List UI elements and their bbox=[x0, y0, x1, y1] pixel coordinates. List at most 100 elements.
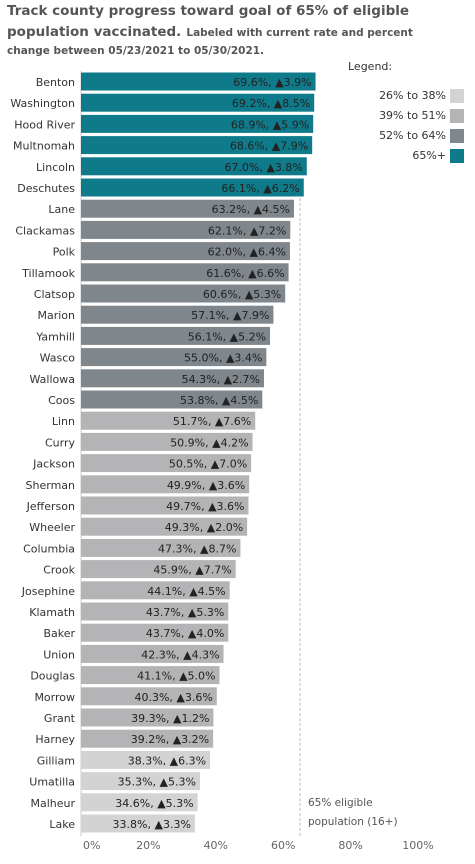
legend-item: 26% to 38% bbox=[340, 88, 468, 104]
category-label: Benton bbox=[36, 76, 75, 89]
data-label: 57.1%, ▲7.9% bbox=[191, 309, 269, 322]
category-label: Clackamas bbox=[15, 224, 75, 237]
category-label: Hood River bbox=[14, 118, 75, 131]
goal-label-line-1: 65% eligible bbox=[308, 797, 373, 809]
data-label: 67.0%, ▲3.8% bbox=[224, 161, 302, 174]
category-label: Jefferson bbox=[26, 500, 75, 513]
data-label: 35.3%, ▲5.3% bbox=[118, 776, 196, 789]
category-label: Coos bbox=[48, 394, 75, 407]
category-label: Morrow bbox=[34, 691, 75, 704]
category-label: Malheur bbox=[30, 797, 75, 810]
bar bbox=[81, 814, 195, 833]
data-label: 44.1%, ▲4.5% bbox=[147, 585, 225, 598]
bar bbox=[81, 750, 211, 769]
legend-item-label: 26% to 38% bbox=[379, 89, 446, 102]
title-line-2: population vaccinated. Labeled with curr… bbox=[7, 21, 467, 43]
bar bbox=[81, 305, 274, 324]
bar bbox=[81, 708, 214, 727]
bar bbox=[81, 348, 267, 367]
legend-item-label: 39% to 51% bbox=[379, 109, 446, 122]
bar bbox=[81, 263, 289, 282]
data-label: 53.8%, ▲4.5% bbox=[180, 394, 258, 407]
category-label: Umatilla bbox=[29, 776, 75, 789]
data-label: 33.8%, ▲3.3% bbox=[113, 818, 191, 831]
category-label: Jackson bbox=[32, 458, 75, 471]
legend-swatch bbox=[450, 109, 464, 123]
data-label: 51.7%, ▲7.6% bbox=[173, 415, 251, 428]
category-label: Wasco bbox=[40, 352, 76, 365]
category-label: Columbia bbox=[23, 542, 75, 555]
category-label: Lake bbox=[49, 818, 75, 831]
category-label: Tillamook bbox=[21, 267, 75, 280]
data-label: 39.3%, ▲1.2% bbox=[131, 712, 209, 725]
bar bbox=[81, 411, 256, 430]
bar bbox=[81, 772, 200, 791]
bar bbox=[81, 538, 241, 557]
data-label: 45.9%, ▲7.7% bbox=[153, 564, 231, 577]
legend-item: 39% to 51% bbox=[340, 108, 468, 124]
bar bbox=[81, 114, 314, 133]
bar bbox=[81, 644, 224, 663]
goal-label-line-2: population (16+) bbox=[308, 816, 398, 828]
data-label: 49.9%, ▲3.6% bbox=[167, 479, 245, 492]
data-label: 68.9%, ▲5.9% bbox=[231, 118, 309, 131]
bar bbox=[81, 369, 264, 388]
data-label: 56.1%, ▲5.2% bbox=[188, 330, 266, 343]
bar bbox=[81, 136, 313, 155]
bar bbox=[81, 581, 230, 600]
category-label: Lane bbox=[48, 203, 75, 216]
data-label: 43.7%, ▲5.3% bbox=[146, 606, 224, 619]
category-label: Clatsop bbox=[34, 288, 75, 301]
chart-title: Track county progress toward goal of 65%… bbox=[7, 2, 467, 59]
data-label: 62.0%, ▲6.4% bbox=[208, 246, 286, 259]
category-label: Yamhill bbox=[35, 330, 75, 343]
category-label: Polk bbox=[53, 246, 76, 259]
legend-item: 52% to 64% bbox=[340, 128, 468, 144]
x-tick-label: 0% bbox=[83, 839, 100, 852]
data-label: 38.3%, ▲6.3% bbox=[128, 754, 206, 767]
category-label: Crook bbox=[43, 564, 75, 577]
bar bbox=[81, 454, 252, 473]
data-label: 49.7%, ▲3.6% bbox=[166, 500, 244, 513]
data-label: 63.2%, ▲4.5% bbox=[212, 203, 290, 216]
legend-item-label: 65%+ bbox=[412, 149, 446, 162]
bar bbox=[81, 475, 250, 494]
data-label: 50.5%, ▲7.0% bbox=[169, 458, 247, 471]
legend-title: Legend: bbox=[348, 60, 393, 73]
data-label: 41.1%, ▲5.0% bbox=[137, 670, 215, 683]
data-label: 43.7%, ▲4.0% bbox=[146, 627, 224, 640]
subtitle-line: change between 05/23/2021 to 05/30/2021. bbox=[7, 45, 265, 57]
legend-swatch bbox=[450, 129, 464, 143]
bar bbox=[81, 72, 316, 91]
category-label: Linn bbox=[52, 415, 75, 428]
data-label: 49.3%, ▲2.0% bbox=[165, 521, 243, 534]
x-tick-label: 60% bbox=[271, 839, 295, 852]
data-label: 62.1%, ▲7.2% bbox=[208, 224, 286, 237]
bar bbox=[81, 623, 229, 642]
data-label: 39.2%, ▲3.2% bbox=[131, 733, 209, 746]
bar bbox=[81, 602, 229, 621]
bar bbox=[81, 242, 290, 261]
bar bbox=[81, 93, 315, 112]
x-tick-label: 100% bbox=[402, 839, 433, 852]
legend-swatch bbox=[450, 149, 464, 163]
legend-item: 65%+ bbox=[340, 148, 468, 164]
bar bbox=[81, 793, 198, 812]
bar bbox=[81, 666, 220, 685]
data-label: 50.9%, ▲4.2% bbox=[170, 436, 248, 449]
x-tick-label: 80% bbox=[338, 839, 362, 852]
category-label: Wheeler bbox=[29, 521, 75, 534]
bar bbox=[81, 199, 294, 218]
bar bbox=[81, 517, 248, 536]
bar bbox=[81, 390, 263, 409]
bar bbox=[81, 729, 214, 748]
category-label: Douglas bbox=[30, 670, 75, 683]
data-label: 42.3%, ▲4.3% bbox=[141, 648, 219, 661]
category-label: Marion bbox=[37, 309, 75, 322]
legend-item-label: 52% to 64% bbox=[379, 129, 446, 142]
data-label: 61.6%, ▲6.6% bbox=[206, 267, 284, 280]
category-label: Multnomah bbox=[13, 140, 75, 153]
category-label: Curry bbox=[45, 436, 76, 449]
bar bbox=[81, 157, 307, 176]
